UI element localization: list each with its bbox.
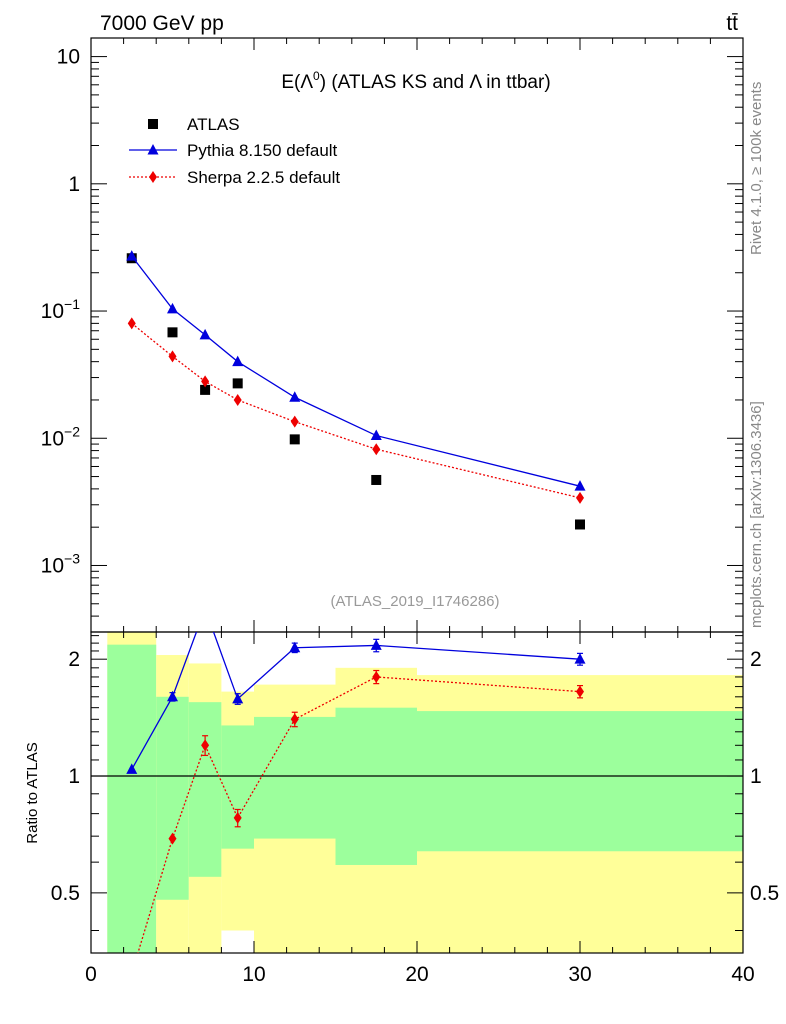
ratio-y-tick-label: 1 [68, 765, 80, 788]
plot-title: E(Λ0) (ATLAS KS and Λ in ttbar) [281, 69, 550, 93]
ratio-point [574, 653, 586, 664]
ratio-band-inner [107, 644, 157, 953]
ratio-band-inner [417, 711, 743, 852]
legend-label: Pythia 8.150 default [187, 141, 338, 160]
ratio-point [200, 603, 211, 614]
ratio-y-tick-label-right: 1 [750, 765, 762, 788]
mc-point [199, 328, 211, 340]
mc-point [167, 302, 178, 314]
mc-point [370, 429, 382, 441]
ratio-y-tick-label: 0.5 [51, 882, 80, 905]
legend-label: Sherpa 2.2.5 default [187, 168, 340, 187]
ratio-point [232, 692, 244, 704]
mc-point [168, 350, 177, 363]
ratio-point [289, 641, 301, 653]
ratio-band-inner [188, 702, 222, 877]
mc-point [201, 375, 210, 388]
rivet-version-label: Rivet 4.1.0, ≥ 100k events [748, 81, 765, 255]
ticks-layer [90, 38, 744, 953]
data-point [289, 434, 300, 445]
final-state-label: tt̄ [726, 12, 738, 35]
ratio-band-inner [221, 725, 254, 849]
y-tick-label: 10−3 [41, 550, 81, 577]
legend-marker [147, 144, 159, 155]
ratio-y-tick-label-right: 2 [750, 648, 762, 671]
ratio-point [201, 739, 210, 752]
x-tick-label: 10 [242, 963, 265, 986]
ratio-point [126, 763, 138, 774]
data-point [167, 327, 178, 338]
mc-point [127, 317, 136, 330]
mc-point [233, 393, 242, 406]
y-tick-label: 10−1 [41, 296, 81, 323]
series-line [131, 322, 581, 499]
mc-point [576, 491, 584, 504]
ratio-band-inner [254, 716, 336, 839]
mc-point [574, 480, 586, 491]
ratio-point [576, 685, 584, 698]
analysis-id: (ATLAS_2019_I1746286) [330, 593, 499, 610]
ratio-point [290, 713, 299, 726]
ratio-y-tick-label-right: 0.5 [750, 882, 779, 905]
text-layer: 0 10 20 30 40 10 1 10−1 10−2 10−3 0.5 0.5 1 1 2 2 7000 G… [24, 12, 779, 986]
ratio-point [168, 832, 177, 845]
x-tick-label: 20 [405, 963, 428, 986]
y-tick-label: 10 [57, 46, 80, 69]
source-label: mcplots.cern.ch [arXiv:1306.3436] [748, 401, 765, 628]
ratio-point [233, 811, 242, 824]
ratio-bands [91, 632, 743, 953]
x-tick-label: 0 [85, 963, 97, 986]
data-point [371, 474, 382, 485]
legend-marker [149, 171, 157, 183]
mc-point [289, 391, 301, 402]
x-tick-label: 30 [568, 963, 591, 986]
data-point [232, 378, 243, 389]
mc-point [126, 250, 138, 261]
data-point [200, 384, 211, 395]
mc-point [290, 415, 299, 428]
mc-point [232, 355, 244, 367]
ratio-point [128, 967, 136, 979]
x-tick-label: 40 [731, 963, 754, 986]
ratio-point [370, 639, 382, 650]
legend-marker [148, 119, 158, 129]
series-layer [126, 250, 586, 979]
y-tick-label: 1 [68, 173, 80, 196]
ratio-y-tick-label: 2 [68, 648, 80, 671]
mc-point [372, 443, 381, 456]
ratio-point [167, 690, 178, 702]
ratio-band-inner [156, 696, 189, 900]
ratio-series [126, 603, 586, 979]
ratio-ylabel: Ratio to ATLAS [24, 742, 41, 843]
ratio-point [372, 670, 381, 683]
legend-label: ATLAS [187, 115, 240, 134]
series-line [131, 255, 581, 487]
ratio-band-inner [335, 707, 417, 865]
y-tick-label: 10−2 [41, 423, 81, 450]
process-label: 7000 GeV pp [100, 12, 224, 35]
data-point [575, 519, 585, 530]
